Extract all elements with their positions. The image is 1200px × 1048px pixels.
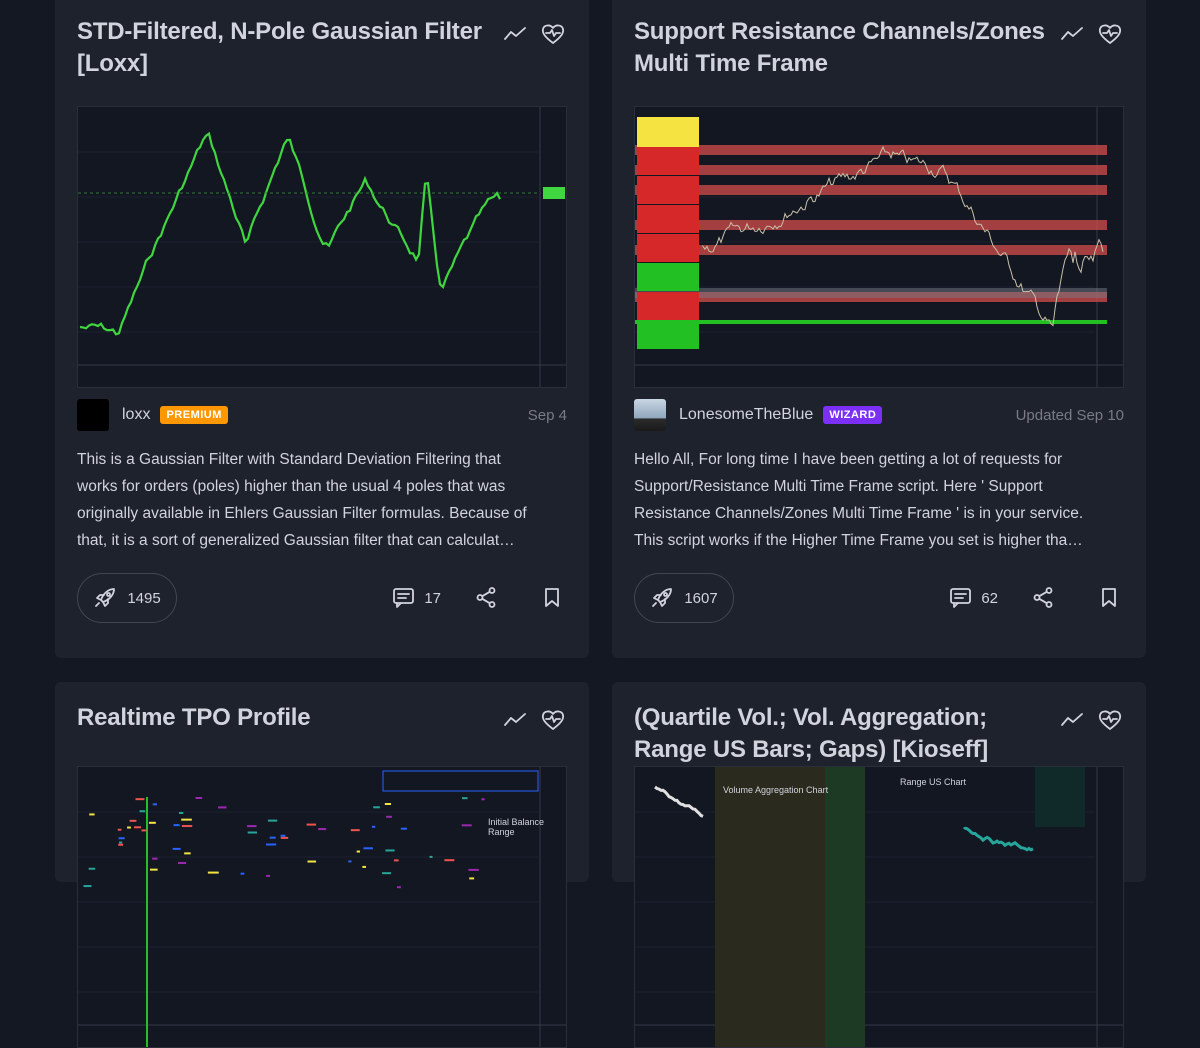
description-line: that, it is a sort of generalized Gaussi… (77, 532, 515, 549)
trend-icon[interactable] (503, 22, 527, 44)
actions: 17 (392, 586, 563, 610)
chart-image (78, 767, 566, 1047)
avatar[interactable] (634, 399, 666, 431)
card-icons (1060, 708, 1122, 732)
bookmark-icon[interactable] (1098, 586, 1120, 610)
trend-icon[interactable] (1060, 22, 1084, 44)
description-line: works for orders (poles) higher than the… (77, 478, 506, 495)
boost-icon (652, 588, 673, 607)
comment-icon[interactable] (949, 586, 973, 610)
thumbnail-label: Initial Balance Range (488, 817, 545, 837)
comment-icon[interactable] (392, 586, 416, 610)
author-row: loxx PREMIUM Sep 4 (77, 399, 567, 431)
card-title[interactable]: (Quartile Vol.; Vol. Aggregation; Range … (634, 704, 989, 763)
script-card[interactable]: (Quartile Vol.; Vol. Aggregation; Range … (612, 682, 1146, 1048)
share-icon[interactable] (1032, 586, 1054, 610)
boost-count: 1495 (127, 589, 161, 607)
author-name[interactable]: LonesomeTheBlue (679, 406, 814, 423)
thumbnail[interactable]: Initial Balance Range (77, 766, 567, 1048)
publish-date: Updated Sep 10 (1015, 406, 1124, 424)
card-icons (503, 22, 565, 46)
bookmark-icon[interactable] (541, 586, 563, 610)
comment-count: 62 (981, 589, 998, 607)
description-line: This is a Gaussian Filter with Standard … (77, 451, 501, 468)
script-card[interactable]: Support Resistance Channels/Zones Multi … (612, 0, 1146, 658)
boost-count: 1607 (684, 589, 718, 607)
author-name[interactable]: loxx (122, 406, 151, 423)
boost-icon (95, 588, 116, 607)
description: Hello All, For long time I have been get… (634, 446, 1134, 554)
page: STD-Filtered, N-Pole Gaussian Filter [Lo… (55, 0, 1146, 1048)
thumbnail[interactable] (634, 106, 1124, 388)
publish-date: Sep 4 (527, 406, 567, 424)
card-title[interactable]: Realtime TPO Profile (77, 704, 311, 731)
description-line: Hello All, For long time I have been get… (634, 451, 1063, 468)
description-line: originally available in Ehlers Gaussian … (77, 505, 527, 522)
favorite-icon[interactable] (1098, 22, 1122, 46)
avatar[interactable] (77, 399, 109, 431)
description-line: Support/Resistance Multi Time Frame scri… (634, 478, 1043, 495)
boost-button[interactable]: 1607 (634, 573, 734, 623)
card-icons (503, 708, 565, 732)
card-icons (1060, 22, 1122, 46)
description-line: Resistance Channels/Zones Multi Time Fra… (634, 505, 1084, 522)
thumbnail-label: Volume Aggregation Chart (723, 785, 829, 795)
card-title[interactable]: Support Resistance Channels/Zones Multi … (634, 18, 1045, 77)
author-badge: PREMIUM (160, 406, 228, 424)
thumbnail[interactable]: Volume Aggregation Chart Range US Chart (634, 766, 1124, 1048)
script-card[interactable]: STD-Filtered, N-Pole Gaussian Filter [Lo… (55, 0, 589, 658)
script-card[interactable]: Realtime TPO Profile Initial Balance Rang… (55, 682, 589, 1048)
favorite-icon[interactable] (541, 22, 565, 46)
chart-image (635, 767, 1123, 1047)
thumbnail[interactable] (77, 106, 567, 388)
chart-image (78, 107, 566, 387)
boost-button[interactable]: 1495 (77, 573, 177, 623)
chart-image (635, 107, 1123, 387)
comment-count: 17 (424, 589, 441, 607)
favorite-icon[interactable] (541, 708, 565, 732)
description-line: This script works if the Higher Time Fra… (634, 532, 1083, 549)
author-badge: WIZARD (823, 406, 883, 424)
card-title[interactable]: STD-Filtered, N-Pole Gaussian Filter [Lo… (77, 18, 482, 77)
description: This is a Gaussian Filter with Standard … (77, 446, 577, 554)
share-icon[interactable] (475, 586, 497, 610)
trend-icon[interactable] (503, 708, 527, 730)
author-row: LonesomeTheBlue WIZARD Updated Sep 10 (634, 399, 1124, 431)
thumbnail-label: Range US Chart (900, 777, 967, 787)
trend-icon[interactable] (1060, 708, 1084, 730)
favorite-icon[interactable] (1098, 708, 1122, 732)
actions: 62 (949, 586, 1120, 610)
